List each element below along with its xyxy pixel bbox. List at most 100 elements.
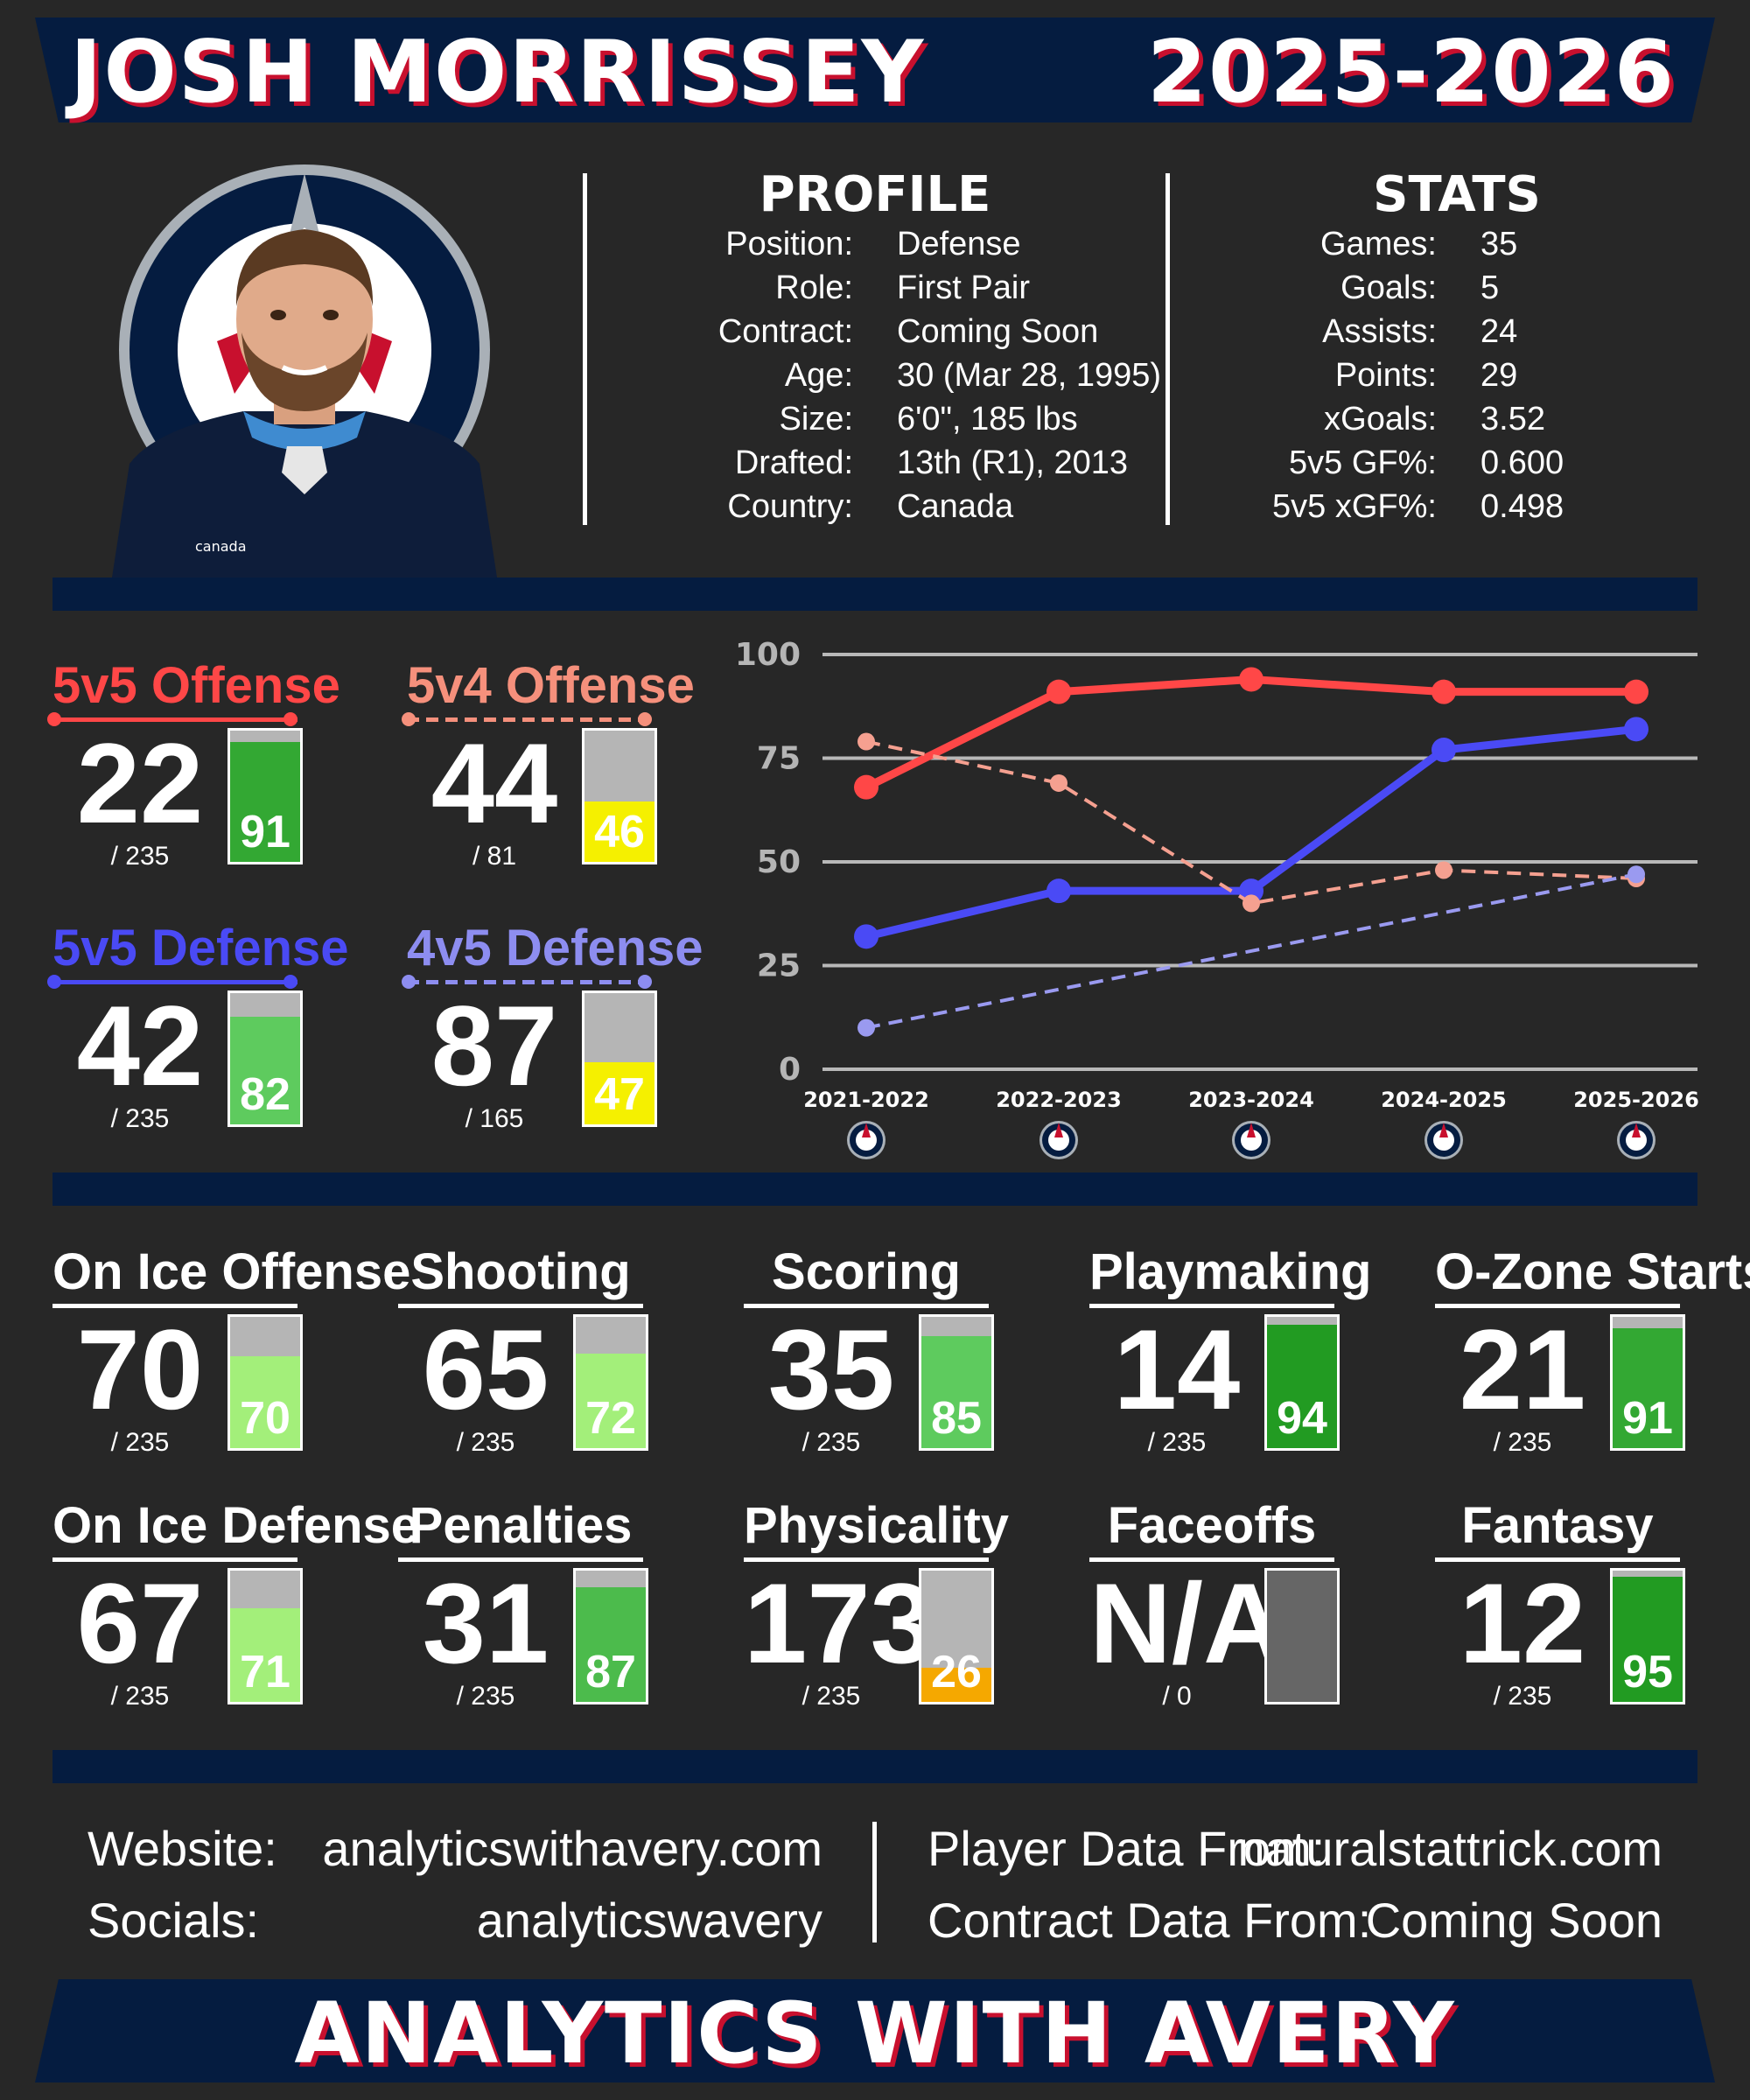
- percentile-fill: [576, 1587, 646, 1702]
- metric-5v4-offense: 5v4 Offense 44/ 81 46: [402, 656, 695, 884]
- website-link[interactable]: analyticswithavery.com: [322, 1821, 822, 1876]
- series-point: [1435, 861, 1452, 879]
- socials-label: Socials:: [88, 1893, 260, 1948]
- underline-dot: [284, 975, 298, 989]
- percentile-value: 82: [240, 1069, 290, 1120]
- metric-underline: [1089, 1558, 1334, 1562]
- series-point: [1624, 679, 1648, 704]
- metric-rank: 173: [744, 1559, 934, 1687]
- metric-4v5-defense: 4v5 Defense 87/ 165 47: [402, 919, 704, 1146]
- player-data-label: Player Data From:: [928, 1821, 1326, 1876]
- percentile-bar: 70: [228, 1314, 303, 1451]
- metric-shooting: Shooting 65/ 235 72: [398, 1242, 648, 1470]
- series-point: [854, 924, 878, 949]
- series-line: [865, 872, 1637, 1030]
- metric-faceoffs: Faceoffs N/A/ 0: [1089, 1496, 1340, 1724]
- stats-title: STATS: [1373, 166, 1541, 223]
- stats-value: 0.600: [1480, 444, 1564, 481]
- profile-value: 13th (R1), 2013: [897, 444, 1129, 481]
- metric-on-ice-offense: On Ice Offense 70/ 235 70: [52, 1242, 410, 1470]
- profile-value: First Pair: [897, 270, 1030, 306]
- metric-rank-total: / 235: [802, 1682, 861, 1711]
- stats-value: 0.498: [1480, 488, 1564, 525]
- metric-fantasy: Fantasy 12/ 235 95: [1435, 1496, 1685, 1724]
- percentile-fill: [1613, 1328, 1683, 1448]
- metric-underline: [398, 1304, 643, 1308]
- metric-title: Penalties: [409, 1497, 633, 1554]
- percentile-value: 91: [1622, 1393, 1673, 1444]
- underline-dot: [47, 975, 61, 989]
- metric-underline: [1435, 1304, 1680, 1308]
- percentile-fill: [921, 1668, 991, 1702]
- metric-underline: [1435, 1558, 1680, 1562]
- percentile-value: 95: [1622, 1647, 1673, 1698]
- metric-rank: 70: [76, 1306, 204, 1433]
- metric-rank: 65: [422, 1306, 550, 1433]
- percentile-trend-chart: 0 25 50 75 100 2021-2022 2022-2023 2023-2024 202…: [735, 637, 1699, 1159]
- x-tick-label: 2024-2025: [1381, 1088, 1507, 1112]
- stats-label: xGoals:: [1324, 401, 1437, 438]
- metric-rank: 87: [430, 982, 558, 1110]
- percentile-fill: [230, 1356, 300, 1448]
- header-banner: [35, 18, 1715, 122]
- metric-rank-total: / 235: [110, 1104, 170, 1133]
- season-label: 2025-2026: [1146, 23, 1676, 122]
- y-tick-label: 25: [757, 948, 801, 984]
- percentile-value: 71: [240, 1647, 290, 1698]
- series-point: [1046, 679, 1071, 704]
- metric-underline: [1089, 1304, 1334, 1308]
- series-point: [854, 774, 878, 800]
- percentile-bar: 91: [228, 728, 303, 864]
- team-logo-photo: canada: [112, 164, 497, 578]
- percentile-bar: 87: [573, 1568, 648, 1704]
- percentile-value: 26: [931, 1647, 982, 1698]
- series-point: [1046, 878, 1071, 904]
- profile-label: Contract:: [718, 313, 853, 350]
- section-divider-3: [52, 1750, 1698, 1783]
- footer-banner: [35, 1979, 1715, 2082]
- metric-title: Playmaking: [1089, 1243, 1372, 1300]
- percentile-value: 47: [594, 1069, 645, 1120]
- percentile-fill: [921, 1336, 991, 1448]
- metric-title: On Ice Defense: [52, 1497, 420, 1554]
- stats-label: 5v5 xGF%:: [1272, 488, 1437, 525]
- metric-rank: N/A: [1089, 1559, 1285, 1687]
- series-point: [1628, 865, 1645, 884]
- player-data-link[interactable]: naturalstattrick.com: [1237, 1821, 1663, 1876]
- percentile-value: 72: [585, 1393, 636, 1444]
- metric-underline: [52, 718, 298, 722]
- percentile-fill: [1613, 1577, 1683, 1702]
- footer-separator: [872, 1822, 877, 1942]
- stats-value: 3.52: [1480, 401, 1545, 438]
- percentile-value: 46: [594, 807, 645, 858]
- x-tick-label: 2022-2023: [996, 1088, 1122, 1112]
- metric-rank: 35: [767, 1306, 895, 1433]
- contract-data-label: Contract Data From:: [928, 1893, 1372, 1948]
- team-logo-icon: [847, 1121, 886, 1159]
- metric-rank-total: / 165: [465, 1104, 524, 1133]
- percentile-bar: 72: [573, 1314, 648, 1451]
- underline-dot: [638, 712, 652, 726]
- metric-rank: 21: [1459, 1306, 1586, 1433]
- metric-5v5-offense: 5v5 Offense 22/ 235 91: [47, 656, 340, 884]
- metric-underline: [398, 1558, 643, 1562]
- socials-link[interactable]: analyticswavery: [476, 1893, 822, 1948]
- metric-rank-total: / 235: [1493, 1428, 1552, 1457]
- underline-dot: [284, 712, 298, 726]
- metric-rank: 14: [1113, 1306, 1241, 1433]
- percentile-value: 85: [931, 1393, 982, 1444]
- stats-value: 5: [1480, 270, 1500, 306]
- profile-value: Canada: [897, 488, 1014, 525]
- metric-scoring: Scoring 35/ 235 85: [744, 1242, 994, 1470]
- percentile-fill: [1267, 1571, 1337, 1702]
- percentile-value: 91: [240, 807, 290, 858]
- percentile-fill: [1267, 1325, 1337, 1448]
- percentile-fill: [230, 1608, 300, 1702]
- profile-value: 30 (Mar 28, 1995): [897, 357, 1162, 394]
- series-point: [1624, 717, 1648, 742]
- metric-rank-total: / 235: [802, 1428, 861, 1457]
- metric-playmaking: Playmaking 14/ 235 94: [1089, 1242, 1372, 1470]
- series-line: [865, 739, 1637, 906]
- metric-rank: 42: [76, 982, 204, 1110]
- team-logo-icon: [1424, 1121, 1463, 1159]
